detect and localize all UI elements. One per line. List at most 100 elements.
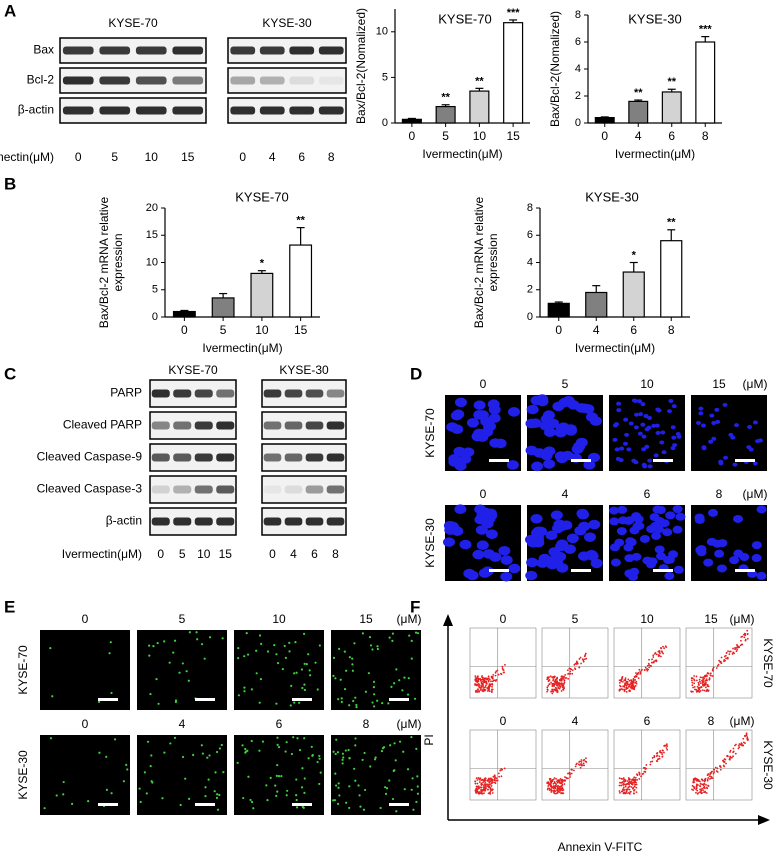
nucleus [739,552,750,561]
fluorescent-dot [415,747,418,750]
event-dot [493,777,496,780]
event-dot [628,679,631,682]
dose-label: 0 [75,150,82,164]
event-dot [706,684,709,686]
event-dot [707,785,710,787]
event-dot [627,678,630,681]
event-dot [475,691,477,693]
fluorescent-dot [332,750,335,753]
nucleus [662,528,673,537]
nucleus [639,534,650,543]
nucleus [531,534,544,545]
dose-label: 5 [572,612,579,626]
event-dot [488,780,491,783]
blot-band [259,76,285,85]
event-dot [712,666,715,669]
nucleus [748,447,754,452]
event-dot [494,776,497,779]
event-dot [650,665,652,667]
fluorescent-dot [398,679,401,682]
fluorescent-dot [295,798,298,802]
event-dot [556,781,559,784]
fluorescent-dot [371,701,374,704]
event-dot [635,682,638,685]
fluorescent-dot [301,686,304,690]
event-dot [491,688,494,691]
event-dot [482,786,485,789]
event-dot [719,768,722,771]
event-dot [740,643,743,646]
event-dot [567,772,569,775]
significance-label: * [260,258,265,270]
event-dot [634,776,637,779]
event-dot [487,679,490,682]
unit-label: (μM) [397,717,422,731]
event-dot [564,674,567,676]
event-dot [550,784,552,787]
blot-band [194,517,213,526]
event-dot [550,788,553,791]
nucleus [675,431,681,436]
event-dot [554,784,557,787]
blot-band [305,453,324,462]
blot-band [326,389,345,398]
event-dot [481,783,484,786]
fluorescent-dot [410,788,413,791]
event-dot [557,687,560,689]
nucleus [654,545,665,554]
event-dot [710,775,713,778]
event-dot [728,650,731,653]
y-axis-label: Bax/Bcl-2(Nomalized) [354,8,368,124]
bar [695,41,716,124]
treatment-label: Ivermectin(μM) [0,150,54,164]
fluorescent-dot [163,751,166,754]
nucleus [577,509,590,520]
blot-band [289,46,315,55]
event-dot [620,777,623,780]
event-dot [560,779,563,782]
fluorescent-dot [295,794,298,797]
event-dot [704,777,707,780]
fluorescent-dot [337,786,340,789]
fluorescent-dot [343,688,347,691]
event-dot [634,681,636,684]
blot-band [194,421,213,430]
fluorescent-dot [301,805,304,808]
event-dot [648,658,650,661]
event-dot [583,758,586,761]
fluorescent-dot [348,656,351,659]
event-dot [479,791,481,794]
protein-label: Cleaved PARP [63,418,142,432]
fluorescent-dot [290,684,293,687]
event-dot [633,688,636,691]
panel-letter: F [410,597,420,616]
event-dot [583,658,586,661]
event-dot [501,667,504,670]
fluorescent-dot [178,671,181,674]
x-tick-label: 8 [702,129,709,143]
dose-label: 4 [269,150,276,164]
fluorescent-dot [188,797,191,800]
fluorescent-dot [156,641,159,645]
fluorescent-dot [213,790,216,793]
dose-label: 15 [219,547,233,561]
dose-label: 15 [359,612,373,626]
event-dot [556,690,559,693]
nucleus [644,427,650,432]
event-dot [481,676,483,678]
event-dot [701,683,704,685]
event-dot [556,788,559,791]
fluorescent-dot [403,788,406,791]
event-dot [735,650,738,653]
nucleus [453,446,466,457]
nucleus [609,517,620,526]
blot-band [326,421,345,430]
y-tick-label: 15 [146,229,158,241]
event-dot [555,783,558,785]
fluorescent-dot [376,699,379,702]
event-dot [477,792,480,795]
blot-band [135,76,167,85]
fluorescent-dot [276,736,279,739]
event-dot [627,786,630,789]
event-dot [580,662,583,665]
